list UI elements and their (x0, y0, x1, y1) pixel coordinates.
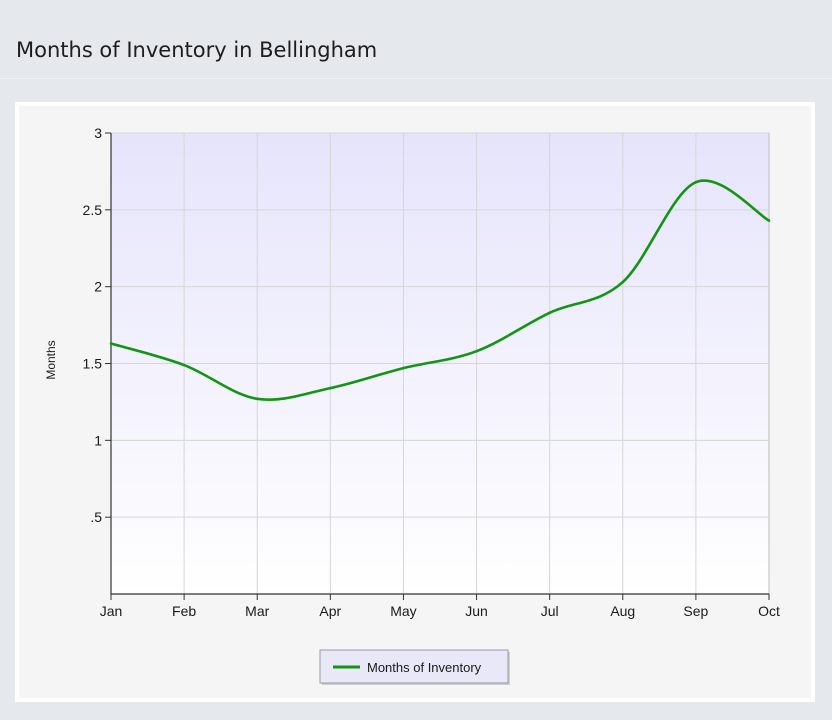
x-tick-label: Mar (245, 603, 269, 619)
x-tick-label: Jan (100, 603, 123, 619)
data-point (255, 397, 259, 401)
data-point (329, 386, 332, 390)
y-axis-ticks: .5 1 1.5 2 2.5 3 (83, 125, 111, 525)
data-point (694, 180, 698, 184)
data-point (767, 219, 771, 222)
data-point (548, 311, 551, 315)
data-point (182, 363, 186, 367)
y-axis-label: Months (44, 340, 58, 379)
series-line-months-of-inventory (110, 179, 770, 401)
page-title: Months of Inventory in Bellingham (16, 38, 378, 62)
page-header: Months of Inventory in Bellingham (0, 0, 832, 79)
x-tick-label: Sep (683, 603, 708, 619)
x-tick-label: Oct (758, 603, 780, 619)
y-tick-label: 1.5 (83, 356, 103, 372)
gridlines (111, 132, 769, 594)
y-tick-label: 2 (94, 279, 102, 295)
line-chart: .5 1 1.5 2 2.5 3 Jan Feb Mar Apr May Jun Jul Aug Sep O… (19, 106, 811, 698)
data-point (475, 349, 478, 353)
series-group (109, 179, 771, 401)
y-tick-label: 1 (94, 432, 102, 448)
x-tick-label: Jul (541, 603, 559, 619)
y-tick-label: .5 (90, 509, 102, 525)
legend-label: Months of Inventory (367, 660, 482, 675)
y-tick-label: 3 (94, 125, 102, 141)
x-axis-ticks: Jan Feb Mar Apr May Jun Jul Aug Sep Oct (100, 594, 780, 619)
data-point (109, 342, 113, 345)
x-tick-label: Feb (172, 603, 196, 619)
chart-panel: .5 1 1.5 2 2.5 3 Jan Feb Mar Apr May Jun Jul Aug Sep O… (15, 102, 815, 702)
x-tick-label: Apr (319, 603, 341, 619)
data-point (402, 366, 405, 370)
x-tick-label: May (390, 603, 416, 619)
data-point (621, 280, 625, 284)
x-tick-label: Jun (465, 603, 488, 619)
legend: Months of Inventory (319, 649, 510, 685)
y-tick-label: 2.5 (83, 202, 103, 218)
x-tick-label: Aug (610, 603, 635, 619)
